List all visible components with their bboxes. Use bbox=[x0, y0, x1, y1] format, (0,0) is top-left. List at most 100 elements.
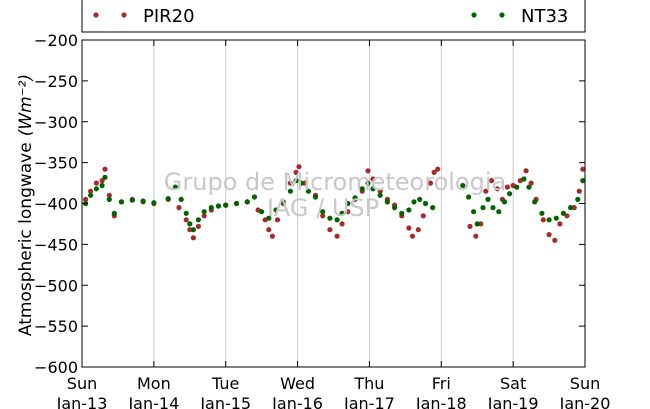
y-tick-label: −450 bbox=[34, 235, 78, 254]
data-point bbox=[118, 199, 125, 205]
x-tick-label-date: Jan-15 bbox=[199, 394, 251, 409]
y-tick-label: −300 bbox=[34, 113, 78, 132]
data-point bbox=[339, 221, 345, 227]
data-point bbox=[392, 205, 398, 211]
data-point bbox=[352, 195, 358, 201]
y-tick-label: −250 bbox=[34, 72, 78, 91]
data-point bbox=[266, 215, 272, 221]
data-point bbox=[507, 191, 513, 197]
y-tick-label: −200 bbox=[34, 31, 78, 50]
data-point bbox=[474, 221, 480, 227]
data-point bbox=[320, 209, 326, 215]
data-point bbox=[415, 227, 421, 233]
data-point bbox=[409, 233, 416, 239]
data-point bbox=[83, 196, 89, 202]
data-point bbox=[478, 221, 484, 227]
legend-label-pir20: PIR20 bbox=[143, 6, 195, 27]
x-tick-label-day: Tue bbox=[211, 374, 239, 393]
data-point bbox=[496, 209, 502, 215]
data-point bbox=[201, 209, 207, 215]
data-point bbox=[273, 207, 279, 213]
x-tick-label-day: Sat bbox=[500, 374, 526, 393]
data-point bbox=[526, 184, 532, 190]
data-point bbox=[435, 166, 441, 172]
x-tick-label-day: Sun bbox=[67, 374, 97, 393]
data-point bbox=[223, 202, 229, 208]
x-tick-label-date: Jan-18 bbox=[415, 394, 467, 409]
data-point bbox=[251, 194, 258, 200]
x-tick-label-day: Thu bbox=[353, 374, 384, 393]
y-tick-label: −500 bbox=[34, 276, 78, 295]
data-point bbox=[176, 205, 182, 211]
data-point bbox=[111, 210, 117, 216]
data-point bbox=[431, 169, 437, 175]
data-point bbox=[471, 209, 477, 215]
data-point bbox=[576, 188, 582, 194]
data-point bbox=[266, 227, 272, 233]
data-point bbox=[178, 196, 184, 202]
x-tick-label-date: Jan-16 bbox=[271, 394, 323, 409]
legend-marker-nt33 bbox=[471, 12, 477, 18]
data-point bbox=[187, 227, 193, 233]
data-point bbox=[320, 213, 326, 219]
data-point bbox=[473, 233, 479, 239]
data-point bbox=[568, 205, 574, 211]
data-point bbox=[274, 217, 281, 223]
data-point bbox=[501, 199, 508, 205]
data-point bbox=[334, 233, 340, 239]
data-point bbox=[312, 194, 319, 200]
x-tick-label-day: Mon bbox=[137, 374, 171, 393]
data-point bbox=[190, 227, 196, 233]
data-point bbox=[287, 180, 293, 186]
data-point bbox=[370, 176, 376, 182]
legend-label-nt33: NT33 bbox=[521, 6, 568, 27]
data-point bbox=[427, 180, 434, 186]
data-point bbox=[514, 184, 520, 190]
data-point bbox=[215, 203, 222, 209]
data-point bbox=[490, 205, 496, 211]
data-point bbox=[93, 180, 99, 186]
data-point bbox=[532, 199, 538, 205]
y-tick-label: −350 bbox=[34, 154, 78, 173]
data-point bbox=[467, 223, 473, 229]
data-point bbox=[183, 217, 189, 223]
data-point bbox=[195, 217, 201, 223]
data-point bbox=[302, 180, 308, 186]
data-point bbox=[296, 164, 302, 170]
data-point bbox=[384, 199, 390, 205]
data-point bbox=[269, 233, 275, 239]
data-point bbox=[208, 205, 214, 211]
data-point bbox=[406, 225, 412, 231]
data-point bbox=[460, 182, 466, 189]
y-axis-label-text: Atmospheric longwave bbox=[16, 142, 36, 336]
data-point bbox=[483, 188, 489, 194]
data-point bbox=[546, 232, 552, 238]
data-point bbox=[93, 186, 99, 192]
data-point bbox=[420, 213, 426, 219]
data-point bbox=[575, 196, 581, 202]
data-point bbox=[233, 200, 240, 207]
data-point bbox=[539, 210, 545, 216]
data-point bbox=[528, 180, 534, 186]
y-tick-label: −550 bbox=[34, 317, 78, 336]
data-point bbox=[523, 168, 529, 174]
data-point bbox=[151, 200, 157, 206]
y-tick-label: −400 bbox=[34, 195, 78, 214]
data-point bbox=[411, 199, 417, 205]
data-point bbox=[129, 197, 135, 203]
data-point bbox=[359, 186, 365, 192]
data-point bbox=[334, 217, 340, 223]
data-point bbox=[560, 210, 567, 216]
data-point bbox=[553, 215, 559, 221]
data-point bbox=[430, 205, 436, 211]
data-point bbox=[406, 207, 412, 213]
data-point bbox=[377, 192, 383, 198]
data-point bbox=[102, 166, 108, 172]
data-points bbox=[83, 164, 586, 243]
x-tick-label-date: Jan-17 bbox=[343, 394, 395, 409]
data-point bbox=[540, 217, 546, 223]
data-point bbox=[417, 196, 423, 202]
data-point bbox=[140, 198, 146, 204]
data-point bbox=[183, 210, 189, 216]
